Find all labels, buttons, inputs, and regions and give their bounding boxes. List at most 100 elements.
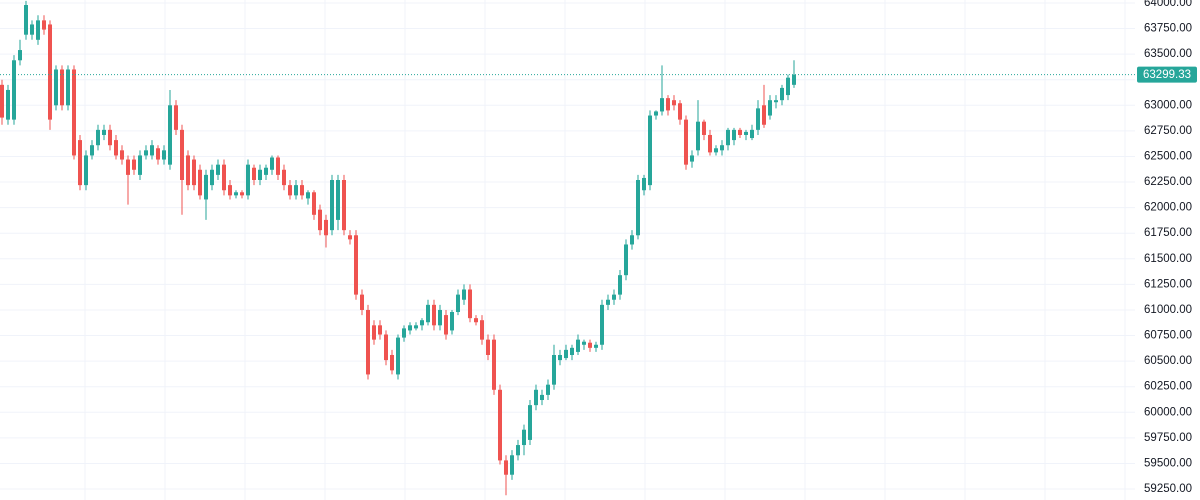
candle-body xyxy=(42,20,46,30)
y-tick-label: 59750.00 xyxy=(1144,432,1192,444)
candle-body xyxy=(312,192,316,215)
candle-body xyxy=(282,169,286,186)
candle-body xyxy=(396,337,400,375)
candle-body xyxy=(234,192,238,196)
candle-body xyxy=(516,445,520,456)
candle-body xyxy=(84,155,88,186)
candle-body xyxy=(480,320,484,340)
y-tick-label: 62000.00 xyxy=(1144,202,1192,214)
candle-body xyxy=(78,140,82,186)
candle-body xyxy=(384,334,388,361)
candle-body xyxy=(108,129,112,146)
candle-body xyxy=(732,129,736,141)
candle-body xyxy=(24,5,28,35)
candle-body xyxy=(522,429,526,446)
candle-body xyxy=(606,299,610,305)
candle-body xyxy=(630,235,634,245)
candle-body xyxy=(744,131,748,135)
y-tick-label: 62750.00 xyxy=(1144,125,1192,137)
candle-body xyxy=(684,119,688,165)
candle-body xyxy=(126,159,130,175)
candle-body xyxy=(696,121,700,151)
candle-body xyxy=(648,115,652,186)
last-price-label: 63299.33 xyxy=(1143,69,1191,81)
candle-body xyxy=(534,389,538,406)
candle-body xyxy=(288,185,292,196)
candle-body xyxy=(402,328,406,338)
candle-body xyxy=(792,74,796,85)
candle-body xyxy=(666,98,670,111)
candle-body xyxy=(654,111,658,116)
candle-body xyxy=(144,150,148,156)
candle-body xyxy=(570,347,574,355)
candle-body xyxy=(258,169,262,181)
candle-body xyxy=(336,180,340,220)
candle-body xyxy=(192,159,196,186)
y-tick-label: 59250.00 xyxy=(1144,483,1192,495)
candle-body xyxy=(246,164,250,196)
candle-body xyxy=(60,69,64,106)
candle-body xyxy=(138,155,142,175)
candle-body xyxy=(486,339,490,355)
candle-body xyxy=(324,219,328,236)
candle-body xyxy=(432,304,436,326)
candle-body xyxy=(504,460,508,475)
candle-body xyxy=(162,150,166,160)
candle-body xyxy=(318,209,322,231)
candle-body xyxy=(576,339,580,352)
candle-body xyxy=(6,89,10,120)
candle-body xyxy=(492,339,496,390)
y-tick-label: 60500.00 xyxy=(1144,355,1192,367)
candle-body xyxy=(774,100,778,103)
candle-body xyxy=(54,69,58,106)
candle-body xyxy=(216,164,220,175)
candle-body xyxy=(612,294,616,300)
candle-body xyxy=(96,129,100,146)
candle-body xyxy=(270,157,274,170)
y-tick-label: 63750.00 xyxy=(1144,23,1192,35)
candle-body xyxy=(690,155,694,162)
candle-body xyxy=(204,174,208,200)
candle-body xyxy=(558,354,562,361)
candle-body xyxy=(102,129,106,135)
candle-body xyxy=(222,164,226,191)
candle-body xyxy=(636,180,640,236)
candle-body xyxy=(708,134,712,153)
candle-body xyxy=(168,105,172,165)
candle-body xyxy=(174,105,178,130)
candle-body xyxy=(414,325,418,329)
y-tick-label: 61750.00 xyxy=(1144,227,1192,239)
candle-body xyxy=(276,157,280,175)
candle-body xyxy=(510,455,514,475)
candle-body xyxy=(780,87,784,101)
candle-body xyxy=(444,315,448,335)
candle-body xyxy=(120,150,124,160)
y-tick-label: 61250.00 xyxy=(1144,278,1192,290)
candle-body xyxy=(588,342,592,348)
candle-body xyxy=(66,69,70,106)
candle-body xyxy=(540,394,544,401)
y-tick-label: 64000.00 xyxy=(1144,0,1192,9)
candle-body xyxy=(36,20,40,40)
candle-body xyxy=(426,304,430,323)
candle-body xyxy=(132,159,136,170)
candle-body xyxy=(726,129,730,146)
candle-body xyxy=(462,289,466,300)
candle-body xyxy=(420,320,424,326)
candle-body xyxy=(468,289,472,319)
candle-body xyxy=(450,312,454,331)
candle-body xyxy=(0,84,4,118)
candle-body xyxy=(48,24,52,120)
last-price-box xyxy=(1137,66,1197,83)
candle-body xyxy=(594,344,598,348)
candle-body xyxy=(408,325,412,331)
candle-body xyxy=(114,140,118,156)
candle-body xyxy=(438,309,442,326)
candle-body xyxy=(720,145,724,151)
candle-body xyxy=(186,155,190,186)
candle-body xyxy=(348,235,352,240)
y-tick-label: 61000.00 xyxy=(1144,304,1192,316)
candle-body xyxy=(552,354,556,385)
candle-body xyxy=(624,244,628,276)
y-tick-label: 60000.00 xyxy=(1144,406,1192,418)
